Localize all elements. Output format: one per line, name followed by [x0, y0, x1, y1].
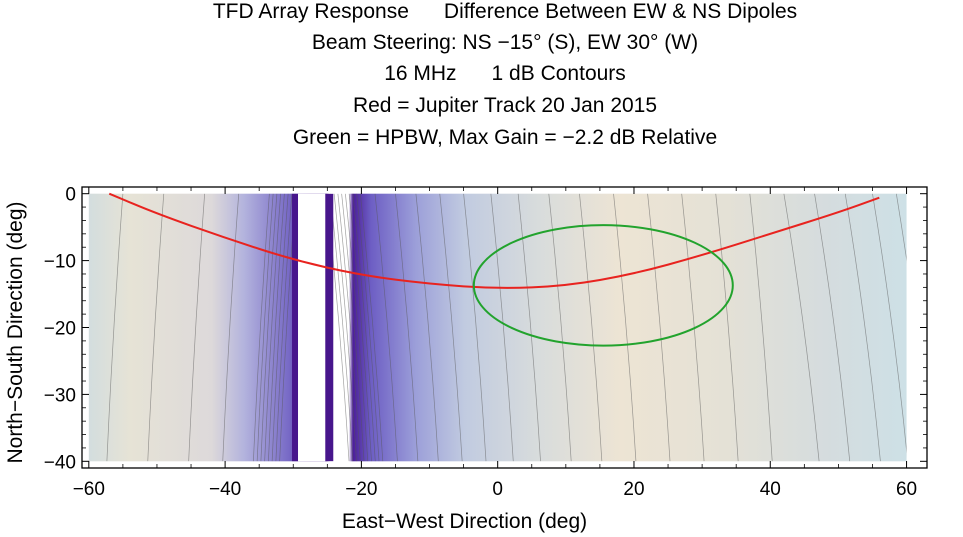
x-tick-label: −40	[209, 479, 241, 500]
contour-line	[222, 193, 240, 462]
title-line-1: TFD Array Response Difference Between EW…	[212, 0, 798, 23]
contour-line	[260, 193, 278, 462]
title-line-5: Green = HPBW, Max Gain = −2.2 dB Relativ…	[292, 126, 718, 149]
contour-line	[844, 193, 881, 462]
contour-line	[517, 193, 541, 462]
contour-line	[256, 193, 274, 462]
y-tick-label: 0	[65, 185, 76, 206]
x-tick-label: 40	[760, 479, 781, 500]
contour-line	[395, 193, 419, 462]
contour-line	[490, 193, 514, 462]
contour-line	[360, 193, 384, 462]
y-axis: 0 −10 −20 −30 −40	[44, 185, 927, 473]
contour-line	[439, 193, 463, 462]
contour-line	[345, 193, 369, 462]
title-line-3: 16 MHz 1 dB Contours	[384, 62, 626, 85]
x-tick-label: 20	[623, 479, 644, 500]
y-tick-label: −40	[44, 452, 76, 473]
contour-line	[264, 193, 281, 462]
contour-line	[715, 193, 739, 462]
contour-line	[872, 193, 907, 454]
contour-line	[106, 193, 124, 462]
contour-line	[356, 193, 380, 462]
contour-line	[374, 193, 398, 462]
contour-line	[647, 193, 671, 462]
null-gap	[298, 193, 326, 462]
contour-line	[268, 193, 285, 462]
contour-line	[548, 193, 572, 462]
jupiter-track-line	[108, 192, 880, 289]
x-tick-label: 0	[492, 479, 503, 500]
y-tick-label: −20	[44, 319, 76, 340]
x-tick-label: 60	[896, 479, 917, 500]
contour-line	[348, 193, 372, 462]
contour-line	[330, 193, 354, 462]
y-tick-label: −10	[44, 252, 76, 273]
contour-line	[463, 193, 487, 462]
x-tick-label: −60	[73, 479, 105, 500]
contour-line	[579, 193, 603, 462]
contour-line	[271, 193, 289, 462]
x-axis: −60 −40 −20 0 20 40 60	[73, 187, 917, 500]
null-band-right	[325, 193, 334, 462]
contour-line	[341, 193, 365, 462]
title-line-4: Red = Jupiter Track 20 Jan 2015	[352, 94, 658, 117]
y-axis-title: North−South Direction (deg)	[4, 201, 27, 463]
null-band-left	[292, 193, 299, 462]
title-line-2: Beam Steering: NS −15° (S), EW 30° (W)	[311, 31, 699, 54]
x-tick-label: −20	[345, 479, 377, 500]
contour-line	[253, 193, 270, 462]
contour-line	[333, 193, 357, 462]
series-layer	[108, 192, 880, 347]
contour-lines	[106, 193, 907, 462]
contour-line	[188, 193, 206, 462]
contour-line	[337, 193, 361, 462]
contour-line	[352, 193, 376, 462]
x-axis-title: East−West Direction (deg)	[342, 510, 587, 533]
contour-line	[147, 193, 165, 462]
contour-line	[415, 193, 439, 462]
hpbw-ellipse	[472, 224, 734, 347]
y-tick-label: −30	[44, 385, 76, 406]
contour-line	[613, 193, 637, 462]
contour-line	[749, 193, 773, 462]
contour-line	[275, 193, 293, 462]
contour-line	[895, 193, 907, 262]
contour-line	[814, 193, 851, 462]
